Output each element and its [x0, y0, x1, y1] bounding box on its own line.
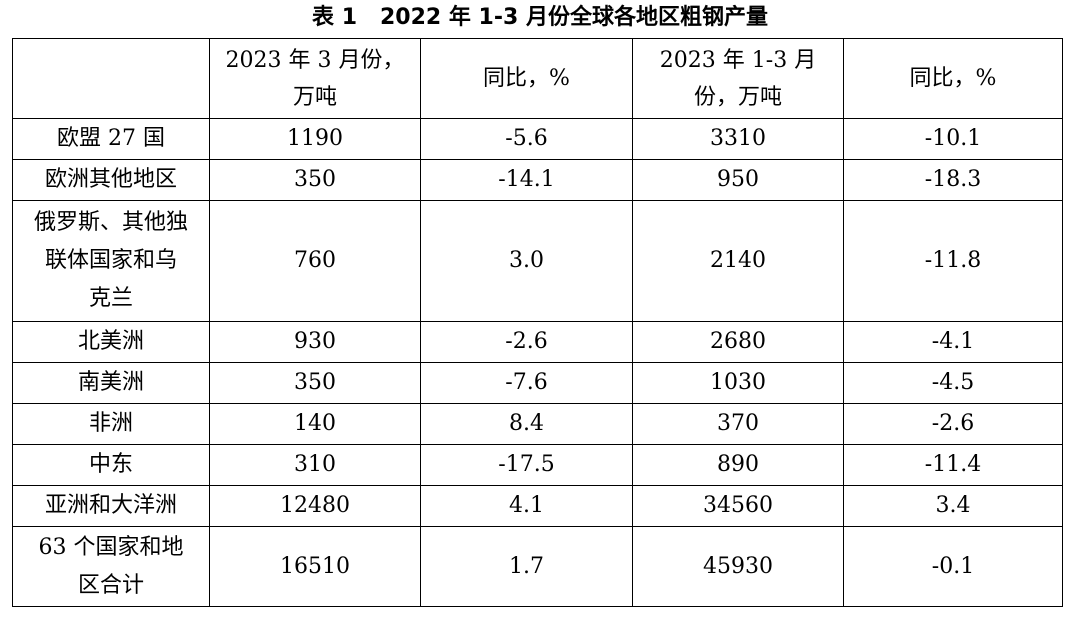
q1-output-cell: 2680 — [632, 321, 844, 363]
header-cell-march-yoy: 同比，% — [420, 38, 633, 119]
table-row: 欧洲其他地区 350 -14.1 950 -18.3 — [12, 159, 1063, 201]
table-row: 中东 310 -17.5 890 -11.4 — [12, 444, 1063, 486]
march-yoy-cell: 8.4 — [420, 403, 633, 445]
q1-yoy-cell: -18.3 — [843, 159, 1063, 201]
march-output-cell: 930 — [209, 321, 421, 363]
march-output-cell: 350 — [209, 159, 421, 201]
table-row: 俄罗斯、其他独 联体国家和乌 克兰 760 3.0 2140 -11.8 — [12, 200, 1063, 322]
march-output-cell: 16510 — [209, 526, 421, 607]
region-cell: 中东 — [12, 444, 210, 486]
q1-output-cell: 890 — [632, 444, 844, 486]
q1-yoy-cell: -2.6 — [843, 403, 1063, 445]
header-cell-q1-yoy: 同比，% — [843, 38, 1063, 119]
march-yoy-cell: -2.6 — [420, 321, 633, 363]
region-cell: 欧洲其他地区 — [12, 159, 210, 201]
steel-production-table: 2023 年 3 月份， 万吨 同比，% 2023 年 1-3 月份，万吨 同比，… — [12, 38, 1063, 607]
header-cell-q1-output: 2023 年 1-3 月份，万吨 — [632, 38, 844, 119]
table-header-row: 2023 年 3 月份， 万吨 同比，% 2023 年 1-3 月份，万吨 同比，… — [12, 38, 1063, 119]
q1-output-cell: 2140 — [632, 200, 844, 322]
region-cell: 俄罗斯、其他独 联体国家和乌 克兰 — [12, 200, 210, 322]
q1-yoy-cell: -10.1 — [843, 118, 1063, 160]
march-yoy-cell: 3.0 — [420, 200, 633, 322]
q1-output-cell: 3310 — [632, 118, 844, 160]
table-row: 北美洲 930 -2.6 2680 -4.1 — [12, 321, 1063, 363]
region-cell: 欧盟 27 国 — [12, 118, 210, 160]
march-output-cell: 760 — [209, 200, 421, 322]
march-yoy-cell: 4.1 — [420, 485, 633, 527]
q1-output-cell: 34560 — [632, 485, 844, 527]
region-cell: 非洲 — [12, 403, 210, 445]
region-cell: 亚洲和大洋洲 — [12, 485, 210, 527]
march-yoy-cell: 1.7 — [420, 526, 633, 607]
table-row: 南美洲 350 -7.6 1030 -4.5 — [12, 362, 1063, 404]
table-row: 欧盟 27 国 1190 -5.6 3310 -10.1 — [12, 118, 1063, 160]
q1-yoy-cell: 3.4 — [843, 485, 1063, 527]
march-yoy-cell: -17.5 — [420, 444, 633, 486]
march-output-cell: 12480 — [209, 485, 421, 527]
region-cell: 北美洲 — [12, 321, 210, 363]
q1-yoy-cell: -4.1 — [843, 321, 1063, 363]
march-output-cell: 1190 — [209, 118, 421, 160]
q1-yoy-cell: -11.4 — [843, 444, 1063, 486]
q1-yoy-cell: -0.1 — [843, 526, 1063, 607]
header-cell-region — [12, 38, 210, 119]
region-cell: 63 个国家和地 区合计 — [12, 526, 210, 607]
march-yoy-cell: -5.6 — [420, 118, 633, 160]
march-output-cell: 310 — [209, 444, 421, 486]
table-row: 亚洲和大洋洲 12480 4.1 34560 3.4 — [12, 485, 1063, 527]
q1-output-cell: 950 — [632, 159, 844, 201]
q1-yoy-cell: -11.8 — [843, 200, 1063, 322]
q1-output-cell: 370 — [632, 403, 844, 445]
table-title: 表 1 2022 年 1-3 月份全球各地区粗钢产量 — [312, 5, 768, 30]
region-cell: 南美洲 — [12, 362, 210, 404]
march-yoy-cell: -7.6 — [420, 362, 633, 404]
q1-output-cell: 45930 — [632, 526, 844, 607]
q1-yoy-cell: -4.5 — [843, 362, 1063, 404]
march-output-cell: 140 — [209, 403, 421, 445]
march-output-cell: 350 — [209, 362, 421, 404]
table-row: 63 个国家和地 区合计 16510 1.7 45930 -0.1 — [12, 526, 1063, 607]
march-yoy-cell: -14.1 — [420, 159, 633, 201]
table-row: 非洲 140 8.4 370 -2.6 — [12, 403, 1063, 445]
header-cell-march-output: 2023 年 3 月份， 万吨 — [209, 38, 421, 119]
q1-output-cell: 1030 — [632, 362, 844, 404]
